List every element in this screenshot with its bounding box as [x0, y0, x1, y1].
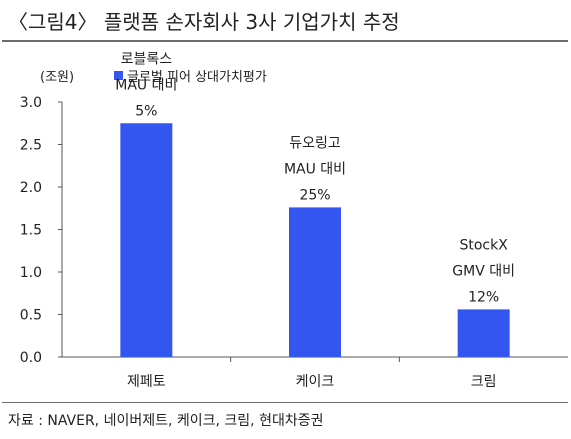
y-tick-label: 2.0 [20, 180, 42, 196]
legend-label: 글로벌 피어 상대가치평가 [127, 70, 267, 85]
bar-annotation: MAU 대비 [115, 77, 177, 93]
bar-annotation: 12% [468, 289, 499, 305]
x-tick-label: 제페토 [127, 374, 166, 390]
y-tick-label: 1.5 [20, 223, 42, 239]
bar [120, 123, 173, 357]
bar-annotation: 듀오링고 [289, 135, 341, 151]
y-tick-label: 3.0 [20, 95, 42, 111]
bar-annotation: 5% [135, 103, 157, 119]
y-tick-label: 2.5 [20, 138, 42, 154]
bar [457, 309, 510, 357]
source-note: 자료 : NAVER, 네이버제트, 케이크, 크림, 현대차증권 [8, 413, 324, 429]
bar [289, 207, 341, 357]
y-tick-label: 1.0 [20, 265, 42, 281]
bar-annotation: 로블록스 [121, 51, 173, 67]
y-tick-label: 0.0 [20, 350, 42, 366]
chart-title: 〈그림4〉 플랫폼 손자회사 3사 기업가치 추정 [8, 10, 400, 34]
bar-annotation: StockX [459, 237, 508, 253]
y-unit-label: (조원) [40, 70, 75, 85]
x-tick-label: 케이크 [296, 374, 335, 390]
legend: 글로벌 피어 상대가치평가 [114, 66, 267, 85]
y-tick-label: 0.5 [20, 308, 42, 324]
legend-swatch [114, 71, 123, 80]
bar-annotation: MAU 대비 [284, 161, 346, 177]
top-divider [2, 40, 568, 42]
bar-annotation: 25% [299, 187, 330, 203]
x-tick-label: 크림 [471, 374, 497, 390]
bar-annotation: GMV 대비 [452, 263, 515, 279]
bottom-divider [2, 402, 568, 403]
